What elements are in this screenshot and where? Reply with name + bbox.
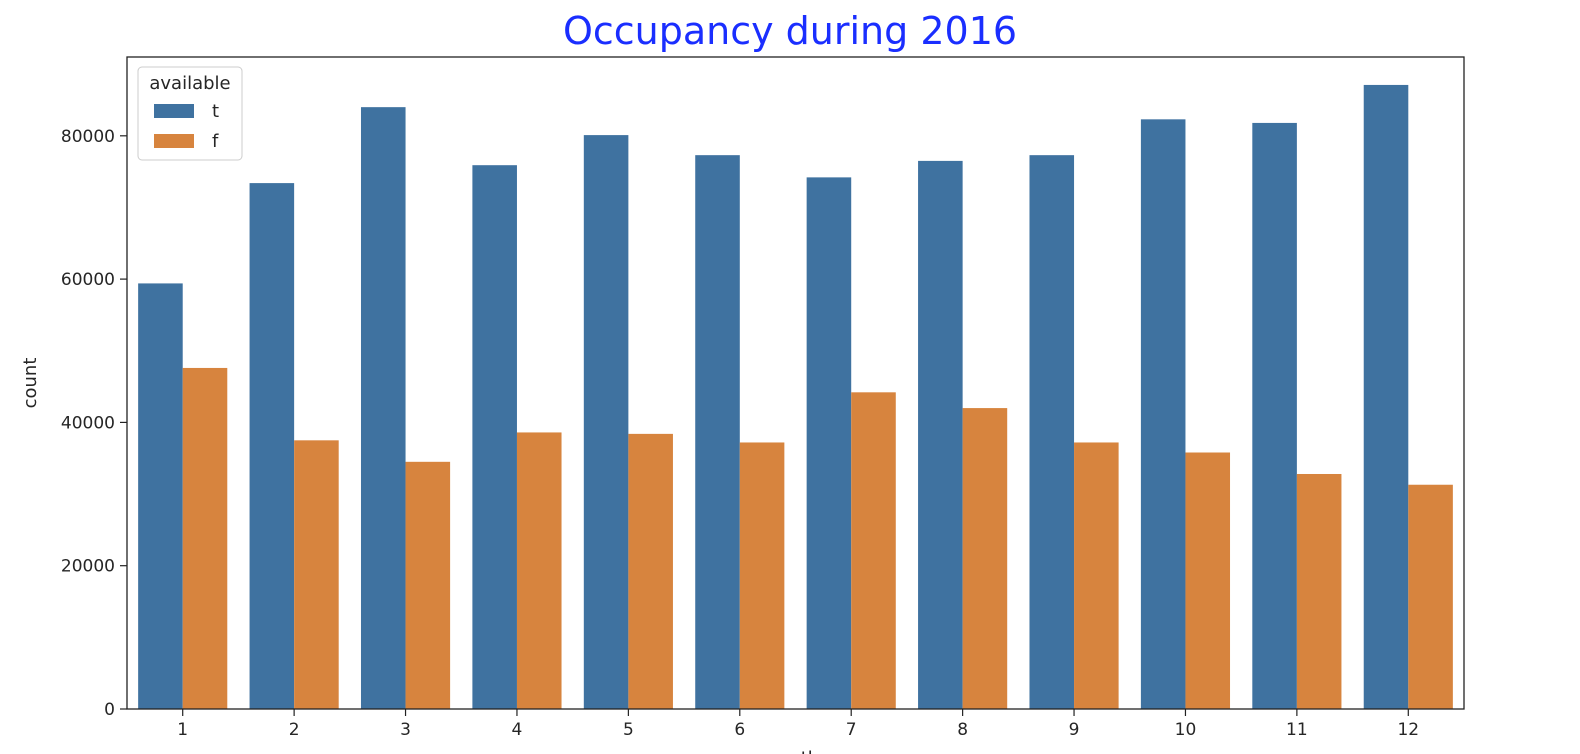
legend-label-f: f xyxy=(212,131,219,152)
bar-f-month-6 xyxy=(739,442,785,709)
x-tick-label-5: 5 xyxy=(623,720,634,740)
x-tick-label-3: 3 xyxy=(400,720,411,740)
x-tick-label-8: 8 xyxy=(957,720,968,740)
bar-t-month-8 xyxy=(918,160,963,709)
bar-t-month-12 xyxy=(1363,84,1409,709)
legend-swatch-t xyxy=(154,104,194,118)
bars-group xyxy=(138,84,1453,710)
bar-t-month-6 xyxy=(695,155,740,709)
x-tick-label-9: 9 xyxy=(1069,720,1080,740)
bar-f-month-8 xyxy=(962,408,1008,709)
x-tick-label-12: 12 xyxy=(1397,720,1419,740)
bar-f-month-1 xyxy=(182,367,228,709)
bar-f-month-7 xyxy=(851,392,896,709)
bar-f-month-9 xyxy=(1074,442,1119,709)
legend-swatch-f xyxy=(154,134,194,148)
bar-f-month-10 xyxy=(1185,452,1231,709)
bar-t-month-1 xyxy=(138,283,183,709)
bar-t-month-5 xyxy=(583,135,629,710)
bar-t-month-11 xyxy=(1252,122,1297,710)
y-tick-label-60000: 60000 xyxy=(61,270,115,290)
y-tick-label-40000: 40000 xyxy=(61,413,115,433)
x-axis-label: month xyxy=(761,748,819,754)
bar-t-month-9 xyxy=(1029,155,1075,709)
y-axis: 0 20000 40000 60000 80000 xyxy=(61,127,127,720)
y-tick-label-0: 0 xyxy=(104,700,115,720)
bar-t-month-10 xyxy=(1140,119,1186,709)
legend-label-t: t xyxy=(212,101,219,122)
plot-frame xyxy=(126,56,1465,710)
bar-t-month-7 xyxy=(806,177,852,709)
x-tick-label-10: 10 xyxy=(1175,720,1197,740)
bar-f-month-3 xyxy=(405,461,451,709)
bar-f-month-12 xyxy=(1408,484,1453,709)
chart-title: Occupancy during 2016 xyxy=(563,9,1017,53)
x-tick-label-1: 1 xyxy=(177,720,188,740)
y-axis-label: count xyxy=(20,358,41,409)
legend-title: available xyxy=(149,73,230,94)
x-axis: 1 2 3 4 5 6 7 8 9 10 11 12 xyxy=(177,709,1419,740)
legend: available tf xyxy=(137,66,243,161)
bar-t-month-3 xyxy=(360,107,406,709)
bar-f-month-11 xyxy=(1296,473,1342,709)
bar-f-month-5 xyxy=(628,433,673,709)
x-tick-label-6: 6 xyxy=(734,720,745,740)
x-tick-label-4: 4 xyxy=(512,720,523,740)
y-tick-label-80000: 80000 xyxy=(61,127,115,147)
bar-t-month-4 xyxy=(472,165,517,709)
x-tick-label-2: 2 xyxy=(289,720,300,740)
x-tick-label-7: 7 xyxy=(846,720,857,740)
bar-f-month-2 xyxy=(294,440,339,709)
bar-t-month-2 xyxy=(249,183,295,710)
legend-items: tf xyxy=(154,101,219,152)
bar-f-month-4 xyxy=(516,432,562,709)
y-tick-label-20000: 20000 xyxy=(61,557,115,577)
x-tick-label-11: 11 xyxy=(1286,720,1308,740)
